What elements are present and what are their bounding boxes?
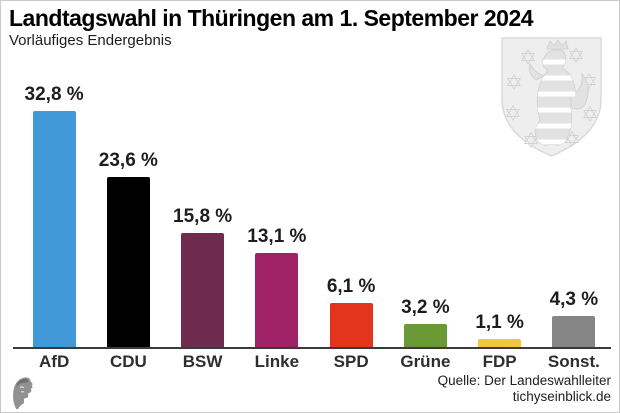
bar-chart: 32,8 % 23,6 % 15,8 % 13,1 % 6,1 % 3,2 % … — [17, 1, 611, 347]
bar-linke — [255, 252, 299, 347]
bar-column-sonst: 4,3 % — [537, 1, 611, 347]
bar-column-spd: 6,1 % — [314, 1, 388, 347]
bar-fdp — [478, 339, 522, 347]
category-bsw: BSW — [182, 352, 223, 371]
bar-column-cdu: 23,6 % — [91, 1, 165, 347]
bar-cdu — [106, 177, 150, 347]
bar-gruene — [403, 323, 447, 347]
value-label: 4,3 % — [549, 289, 599, 311]
bar-afd — [32, 110, 76, 347]
category-sonst: Sonst. — [547, 352, 600, 371]
category-linke: Linke — [254, 352, 300, 371]
value-label: 3,2 % — [401, 296, 450, 318]
category-cdu: CDU — [109, 352, 147, 371]
category-fdp: FDP — [482, 352, 517, 371]
value-label: 13,1 % — [247, 225, 307, 247]
value-label: 6,1 % — [326, 276, 376, 298]
source-line2: tichyseinblick.de — [512, 389, 611, 404]
bar-bsw — [181, 233, 225, 347]
value-label: 15,8 % — [173, 206, 233, 228]
bar-sonst — [552, 316, 596, 347]
bar-column-afd: 32,8 % — [17, 1, 91, 347]
value-label: 23,6 % — [98, 150, 158, 172]
value-label: 32,8 % — [24, 83, 84, 105]
bar-column-gruene: 3,2 % — [388, 1, 462, 347]
value-label: 1,1 % — [475, 312, 524, 334]
source-caption: Quelle: Der Landeswahlleiter tichyseinbl… — [438, 373, 611, 405]
page-subtitle: Vorläufiges Endergebnis — [9, 32, 172, 49]
category-spd: SPD — [333, 352, 369, 371]
category-gruene: Grüne — [400, 352, 451, 371]
thueringen-coat-of-arms-icon — [501, 37, 602, 157]
tichys-einblick-head-logo-icon — [13, 377, 33, 410]
bar-column-bsw: 15,8 % — [166, 1, 240, 347]
source-line1: Quelle: Der Landeswahlleiter — [437, 373, 611, 388]
category-labels: AfD CDU BSW Linke SPD Grüne FDP Sonst. — [17, 352, 611, 372]
bar-spd — [329, 303, 373, 347]
bar-column-linke: 13,1 % — [240, 1, 314, 347]
page-title: Landtagswahl in Thüringen am 1. Septembe… — [9, 5, 534, 31]
category-afd: AfD — [39, 352, 70, 371]
bar-column-fdp: 1,1 % — [463, 1, 537, 347]
x-axis-line — [13, 347, 611, 349]
